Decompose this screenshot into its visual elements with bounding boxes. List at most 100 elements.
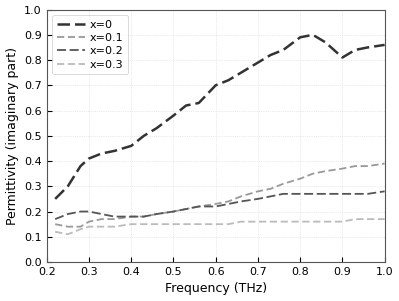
x=0.3 <box>268 220 273 223</box>
x=0.2 <box>382 190 387 193</box>
Line: x=0: x=0 <box>55 35 385 199</box>
x=0.2 <box>112 215 117 219</box>
x=0.3 <box>323 220 328 223</box>
Legend: x=0, x=0.1, x=0.2, x=0.3: x=0, x=0.1, x=0.2, x=0.3 <box>52 15 128 74</box>
x=0.1 <box>142 215 146 219</box>
x=0.3 <box>87 225 91 228</box>
x=0.2 <box>213 205 218 208</box>
x=0 <box>226 79 231 82</box>
x=0.3 <box>196 222 201 226</box>
x=0.1 <box>340 167 345 170</box>
x=0.3 <box>226 222 231 226</box>
x=0.3 <box>184 222 188 226</box>
Y-axis label: Permittivity (imaginary part): Permittivity (imaginary part) <box>6 47 19 225</box>
x=0 <box>184 104 188 107</box>
x=0 <box>310 33 315 37</box>
x=0 <box>53 197 57 201</box>
x=0.2 <box>129 215 134 219</box>
x=0.1 <box>298 177 302 181</box>
x=0.1 <box>281 182 286 186</box>
x=0.3 <box>154 222 159 226</box>
x=0.1 <box>184 207 188 211</box>
x=0.3 <box>340 220 345 223</box>
x=0.1 <box>65 225 70 228</box>
x=0 <box>112 149 117 153</box>
x=0 <box>340 56 345 59</box>
x=0.3 <box>353 217 358 221</box>
x=0.3 <box>310 220 315 223</box>
x=0.2 <box>323 192 328 196</box>
x=0 <box>281 48 286 52</box>
x=0.3 <box>255 220 260 223</box>
x=0.3 <box>365 217 370 221</box>
x=0.3 <box>171 222 176 226</box>
x=0.1 <box>99 217 104 221</box>
x=0.3 <box>382 217 387 221</box>
x=0.2 <box>310 192 315 196</box>
x=0.2 <box>239 200 243 203</box>
x=0.2 <box>142 215 146 219</box>
x=0.2 <box>196 205 201 208</box>
x=0.1 <box>226 200 231 203</box>
x=0.2 <box>340 192 345 196</box>
x=0.1 <box>154 212 159 216</box>
x=0 <box>353 48 358 52</box>
x=0.1 <box>129 215 134 219</box>
x=0.2 <box>87 210 91 213</box>
x=0.1 <box>255 190 260 193</box>
x=0.3 <box>213 222 218 226</box>
x=0.2 <box>78 210 83 213</box>
x=0 <box>99 152 104 155</box>
x=0.2 <box>255 197 260 201</box>
x=0 <box>154 126 159 130</box>
x=0 <box>365 46 370 49</box>
x=0 <box>213 83 218 87</box>
x=0.3 <box>112 225 117 228</box>
Line: x=0.1: x=0.1 <box>55 163 385 227</box>
x=0.3 <box>53 230 57 234</box>
x=0.1 <box>365 164 370 168</box>
x=0.3 <box>239 220 243 223</box>
x=0.1 <box>310 172 315 175</box>
x=0.2 <box>268 194 273 198</box>
x=0.1 <box>213 202 218 206</box>
x=0.3 <box>281 220 286 223</box>
x=0.1 <box>239 194 243 198</box>
x=0.3 <box>129 222 134 226</box>
x=0.3 <box>65 232 70 236</box>
x=0 <box>239 71 243 74</box>
x=0 <box>65 185 70 188</box>
x=0.1 <box>323 169 328 173</box>
x=0.2 <box>184 207 188 211</box>
x=0 <box>255 61 260 64</box>
x=0 <box>171 114 176 117</box>
x=0.1 <box>53 222 57 226</box>
x=0.3 <box>142 222 146 226</box>
Line: x=0.2: x=0.2 <box>55 191 385 219</box>
x=0 <box>87 157 91 160</box>
x=0.2 <box>65 212 70 216</box>
x=0 <box>323 41 328 44</box>
x=0.3 <box>298 220 302 223</box>
x=0 <box>196 101 201 105</box>
x=0.2 <box>353 192 358 196</box>
X-axis label: Frequency (THz): Frequency (THz) <box>165 282 267 296</box>
x=0.1 <box>268 187 273 191</box>
x=0.2 <box>226 202 231 206</box>
x=0 <box>129 144 134 148</box>
x=0.3 <box>78 227 83 231</box>
x=0 <box>268 53 273 57</box>
x=0 <box>78 164 83 168</box>
x=0 <box>142 134 146 138</box>
x=0.3 <box>99 225 104 228</box>
x=0.2 <box>298 192 302 196</box>
x=0.1 <box>78 225 83 228</box>
x=0.2 <box>281 192 286 196</box>
x=0.1 <box>382 162 387 165</box>
x=0 <box>382 43 387 47</box>
x=0.2 <box>99 212 104 216</box>
x=0.1 <box>171 210 176 213</box>
x=0 <box>298 36 302 39</box>
Line: x=0.3: x=0.3 <box>55 219 385 234</box>
x=0.2 <box>171 210 176 213</box>
